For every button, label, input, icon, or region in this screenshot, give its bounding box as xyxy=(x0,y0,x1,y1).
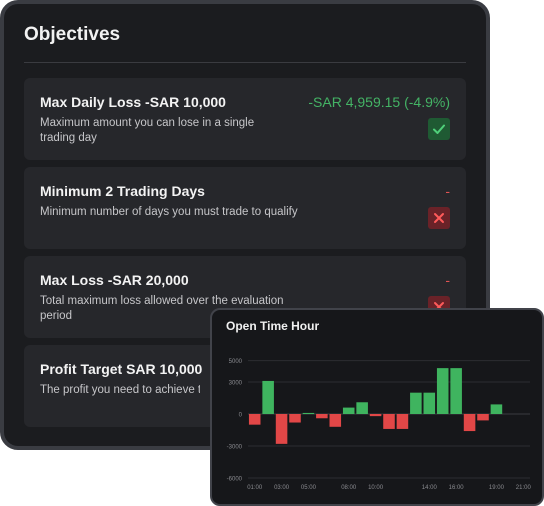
x-tick-label: 19:00 xyxy=(489,485,505,491)
x-tick-label: 21:00 xyxy=(516,485,532,491)
objective-title: Max Loss -SAR 20,000 xyxy=(40,272,189,288)
bar xyxy=(463,414,476,432)
objective-value: - xyxy=(445,272,450,288)
objective-value: -SAR 4,959.15 (-4.9%) xyxy=(308,94,450,110)
chart-title: Open Time Hour xyxy=(226,319,320,333)
objective-title: Max Daily Loss -SAR 10,000 xyxy=(40,94,226,110)
bar xyxy=(410,392,422,414)
objective-title: Profit Target SAR 10,000 xyxy=(40,361,203,377)
x-tick-label: 01:00 xyxy=(247,485,263,491)
bar xyxy=(289,414,301,423)
y-tick-label: 0 xyxy=(239,413,243,419)
open-time-hour-chart-card: Open Time Hour 5000 3000 0 -3000 -6000 01:00 0… xyxy=(210,308,544,506)
objective-card-max-daily-loss[interactable]: Max Daily Loss -SAR 10,000 Maximum amoun… xyxy=(24,78,466,160)
objective-description: Maximum amount you can lose in a single … xyxy=(40,117,255,144)
y-tick-label: 5000 xyxy=(229,359,243,365)
x-tick-label: 16:00 xyxy=(449,485,465,491)
objective-value: - xyxy=(445,183,450,199)
bar xyxy=(342,407,355,414)
objective-description: The profit you need to achieve t xyxy=(40,384,200,396)
bar xyxy=(369,414,382,417)
bar xyxy=(423,392,436,414)
bar xyxy=(262,380,274,414)
y-tick-label: 3000 xyxy=(229,381,243,387)
check-icon xyxy=(428,118,450,140)
close-icon xyxy=(428,207,450,229)
bar xyxy=(302,412,315,414)
objective-description: Total maximum loss allowed over the eval… xyxy=(40,295,284,322)
bar xyxy=(248,414,261,425)
x-tick-label: 05:00 xyxy=(301,485,317,491)
bar xyxy=(436,368,449,414)
bar xyxy=(329,414,342,427)
bar xyxy=(383,414,395,429)
x-tick-label: 14:00 xyxy=(422,485,438,491)
bar xyxy=(356,402,368,414)
bar xyxy=(396,414,409,429)
bar xyxy=(275,414,288,444)
x-tick-label: 03:00 xyxy=(274,485,290,491)
y-tick-label: -3000 xyxy=(227,445,243,451)
bar xyxy=(477,414,489,421)
objective-card-min-trading-days[interactable]: Minimum 2 Trading Days Minimum number of… xyxy=(24,167,466,249)
y-tick-label: -6000 xyxy=(227,477,243,483)
objective-description: Minimum number of days you must trade to… xyxy=(40,206,298,218)
objective-title: Minimum 2 Trading Days xyxy=(40,183,205,199)
x-tick-label: 10:00 xyxy=(368,485,384,491)
objectives-title: Objectives xyxy=(24,24,121,45)
divider xyxy=(24,62,466,63)
open-time-hour-chart: 5000 3000 0 -3000 -6000 01:00 03:00 05:00 08:00 1… xyxy=(227,359,532,491)
bar xyxy=(490,404,503,414)
bar xyxy=(450,368,462,414)
x-tick-label: 08:00 xyxy=(341,485,357,491)
bar xyxy=(316,414,328,419)
